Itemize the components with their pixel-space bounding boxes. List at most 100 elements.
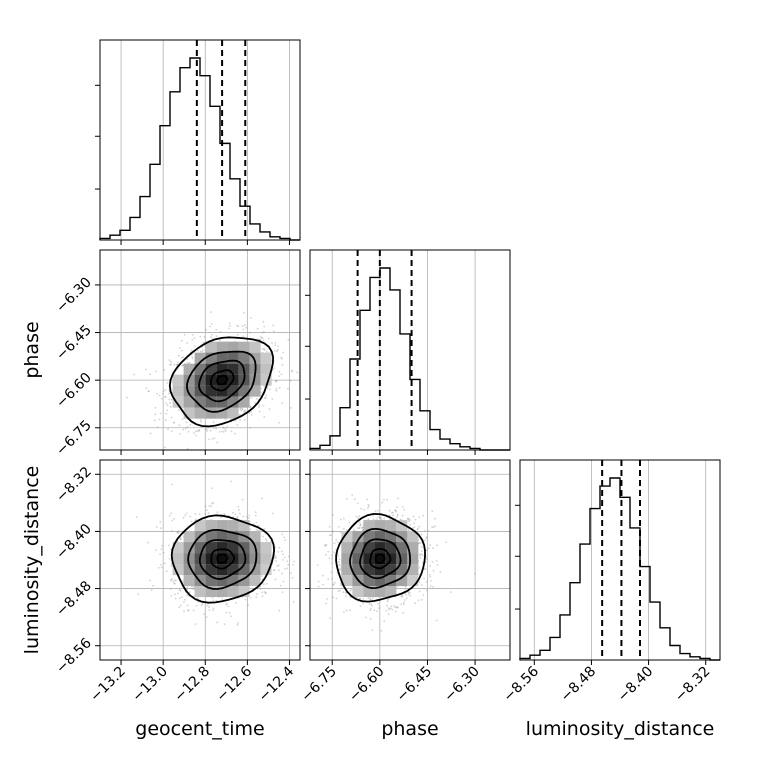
sample-point (208, 606, 211, 608)
sample-point (408, 520, 410, 523)
sample-point (383, 517, 386, 520)
sample-point (338, 568, 341, 571)
sample-point (215, 599, 218, 602)
y-tick-label: −8.48 (53, 578, 95, 620)
y-axis-label-phase: phase (21, 321, 43, 378)
sample-point (343, 611, 345, 613)
sample-point (296, 371, 298, 374)
sample-point (184, 428, 187, 430)
sample-point (413, 526, 416, 529)
sample-point (273, 367, 276, 369)
sample-point (330, 562, 333, 565)
sample-point (168, 392, 170, 395)
sample-point (166, 409, 169, 412)
sample-point (255, 521, 258, 524)
density-cell (216, 363, 228, 375)
sample-point (277, 564, 280, 567)
sample-point (422, 514, 425, 517)
sample-point (278, 609, 281, 612)
sample-point (395, 606, 397, 608)
sample-point (237, 505, 240, 508)
density-cell (374, 553, 386, 565)
sample-point (268, 408, 271, 410)
sample-point (170, 588, 172, 590)
sample-point (169, 402, 172, 404)
sample-point (421, 561, 424, 564)
sample-point (196, 430, 199, 432)
sample-point (263, 330, 265, 333)
sample-point (345, 529, 348, 531)
sample-point (359, 523, 361, 526)
sample-point (237, 325, 240, 328)
sample-point (287, 555, 290, 558)
sample-point (291, 576, 294, 579)
sample-point (429, 575, 432, 578)
sample-point (258, 404, 261, 406)
sample-point (244, 410, 247, 412)
sample-point (174, 597, 177, 600)
sample-point (149, 579, 151, 582)
sample-point (338, 564, 341, 567)
sample-point (449, 591, 452, 593)
sample-point (358, 527, 361, 529)
sample-point (393, 605, 395, 607)
sample-point (409, 524, 412, 526)
density-cell (352, 553, 364, 565)
sample-point (340, 518, 342, 521)
sample-point (432, 585, 434, 588)
density-cell (374, 564, 386, 576)
sample-point (193, 588, 195, 591)
sample-point (211, 502, 214, 505)
sample-point (383, 498, 385, 501)
sample-point (287, 563, 290, 566)
sample-point (274, 379, 277, 382)
sample-point (293, 560, 296, 563)
sample-point (238, 413, 241, 416)
density-cell (205, 575, 217, 587)
sample-point (229, 324, 232, 327)
sample-point (261, 331, 264, 334)
sample-point (177, 592, 180, 595)
density-cell (260, 352, 272, 364)
sample-point (209, 429, 212, 432)
sample-point (432, 526, 435, 529)
sample-point (361, 526, 364, 529)
sample-point (181, 596, 183, 598)
sample-point (379, 517, 382, 520)
sample-point (148, 390, 150, 392)
sample-point (201, 603, 204, 605)
sample-point (239, 512, 241, 515)
sample-point (425, 537, 428, 540)
sample-point (126, 396, 128, 399)
sample-point (201, 350, 204, 353)
sample-point (178, 606, 181, 608)
sample-point (330, 554, 333, 557)
sample-point (164, 396, 167, 398)
sample-point (408, 519, 411, 521)
density-cell (238, 542, 250, 554)
sample-point (342, 527, 345, 530)
sample-point (402, 603, 405, 606)
sample-point (274, 546, 277, 549)
sample-point (404, 588, 407, 591)
density-cell (238, 385, 250, 397)
sample-point (178, 424, 181, 427)
sample-point (170, 563, 173, 566)
x-tick-label: −13.0 (129, 664, 171, 706)
sample-point (245, 326, 248, 329)
sample-point (247, 604, 250, 606)
sample-point (367, 597, 370, 600)
density-cell (216, 542, 228, 554)
sample-point (183, 610, 185, 613)
sample-point (155, 549, 158, 552)
sample-point (186, 588, 189, 591)
sample-point (429, 585, 432, 588)
sample-point (316, 564, 319, 566)
sample-point (286, 567, 288, 570)
sample-point (249, 405, 252, 408)
sample-point (378, 607, 380, 610)
histogram-panel-phase (305, 249, 511, 455)
sample-point (186, 604, 189, 607)
density-cell (260, 553, 272, 565)
